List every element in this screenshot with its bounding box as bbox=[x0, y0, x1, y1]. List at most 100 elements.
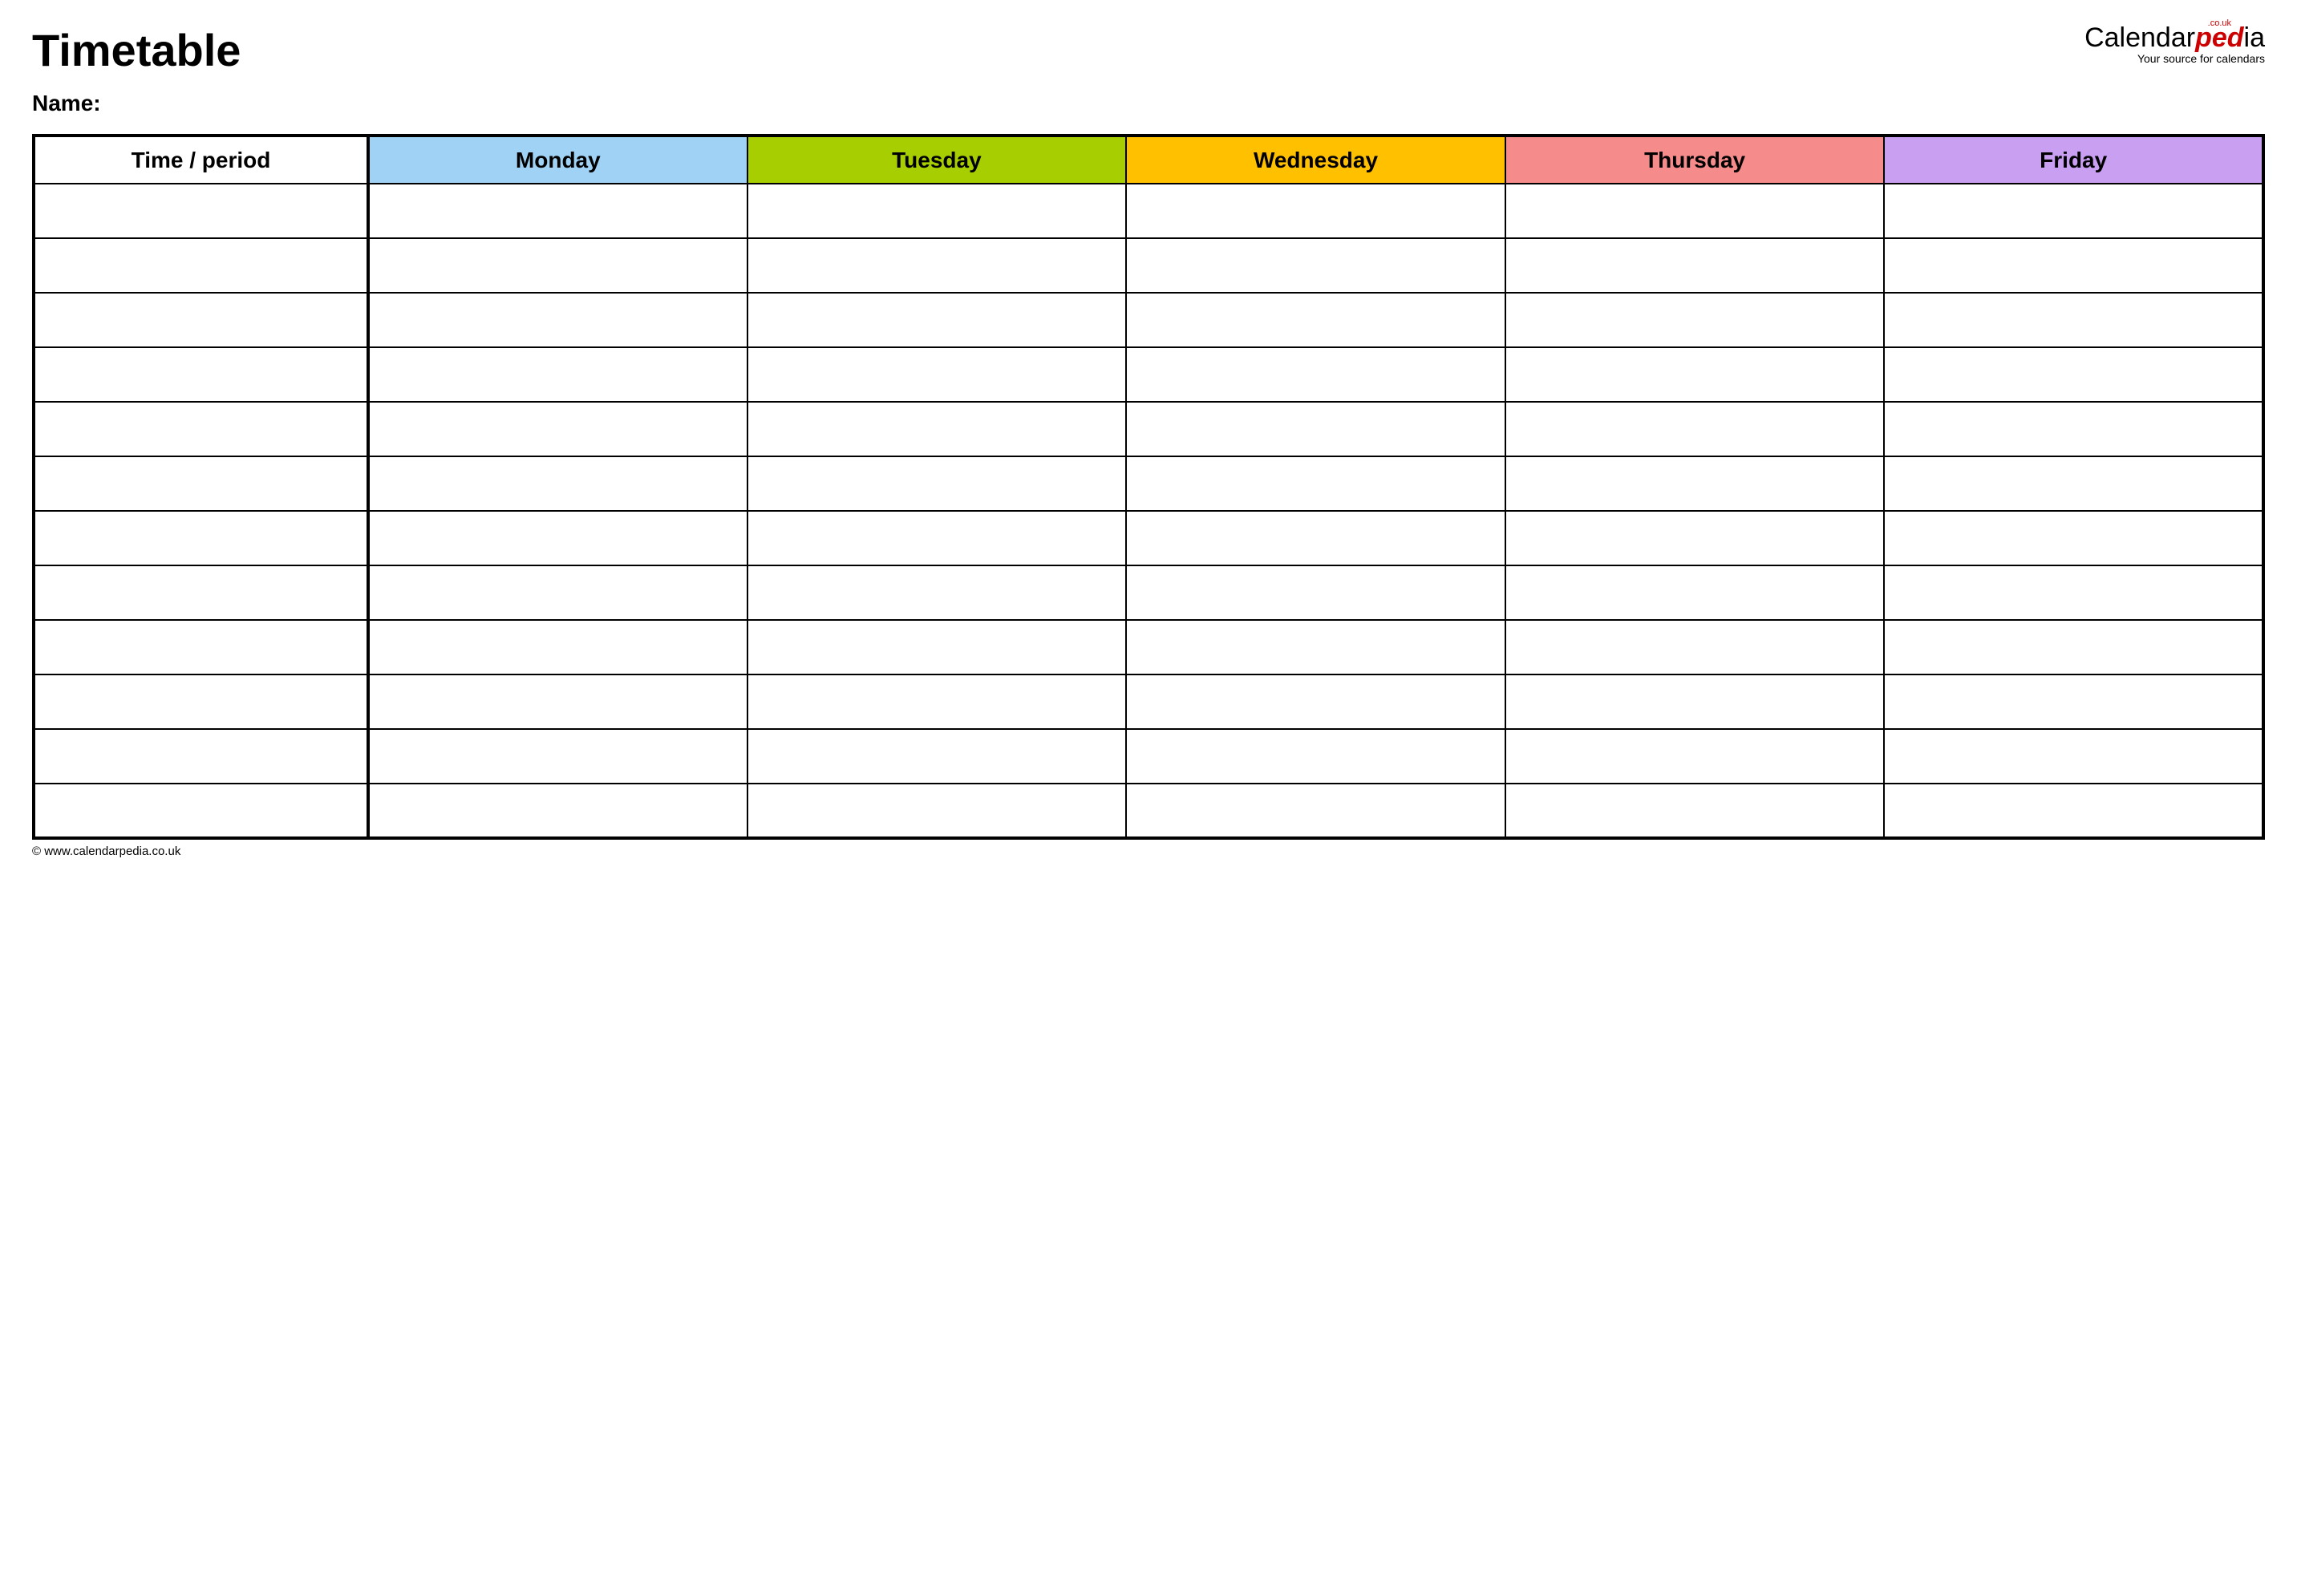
table-row bbox=[34, 784, 2263, 838]
entry-cell bbox=[1884, 729, 2263, 784]
col-header-thursday: Thursday bbox=[1505, 136, 1885, 184]
table-row bbox=[34, 620, 2263, 674]
time-cell bbox=[34, 729, 368, 784]
col-header-monday: Monday bbox=[368, 136, 747, 184]
entry-cell bbox=[1126, 784, 1505, 838]
entry-cell bbox=[747, 402, 1127, 456]
timetable-header-row: Time / period Monday Tuesday Wednesday T… bbox=[34, 136, 2263, 184]
logo-text-part1: Calendar bbox=[2084, 22, 2195, 53]
time-cell bbox=[34, 620, 368, 674]
entry-cell bbox=[368, 184, 747, 238]
entry-cell bbox=[1884, 620, 2263, 674]
time-cell bbox=[34, 184, 368, 238]
entry-cell bbox=[747, 456, 1127, 511]
col-header-tuesday: Tuesday bbox=[747, 136, 1127, 184]
time-cell bbox=[34, 293, 368, 347]
time-cell bbox=[34, 238, 368, 293]
copyright-footer: © www.calendarpedia.co.uk bbox=[32, 845, 2265, 858]
entry-cell bbox=[1505, 184, 1885, 238]
entry-cell bbox=[368, 293, 747, 347]
page-title: Timetable bbox=[32, 24, 241, 76]
table-row bbox=[34, 565, 2263, 620]
time-cell bbox=[34, 784, 368, 838]
entry-cell bbox=[1884, 565, 2263, 620]
entry-cell bbox=[368, 784, 747, 838]
table-row bbox=[34, 293, 2263, 347]
entry-cell bbox=[1126, 402, 1505, 456]
entry-cell bbox=[1126, 565, 1505, 620]
entry-cell bbox=[368, 511, 747, 565]
entry-cell bbox=[1505, 347, 1885, 402]
col-header-friday: Friday bbox=[1884, 136, 2263, 184]
entry-cell bbox=[1884, 456, 2263, 511]
entry-cell bbox=[1505, 456, 1885, 511]
entry-cell bbox=[368, 620, 747, 674]
entry-cell bbox=[1505, 729, 1885, 784]
table-row bbox=[34, 238, 2263, 293]
entry-cell bbox=[368, 565, 747, 620]
entry-cell bbox=[747, 674, 1127, 729]
entry-cell bbox=[747, 184, 1127, 238]
time-cell bbox=[34, 456, 368, 511]
entry-cell bbox=[747, 784, 1127, 838]
entry-cell bbox=[1505, 784, 1885, 838]
entry-cell bbox=[1126, 184, 1505, 238]
entry-cell bbox=[368, 456, 747, 511]
logo-tagline: Your source for calendars bbox=[2084, 53, 2265, 64]
entry-cell bbox=[1884, 293, 2263, 347]
time-cell bbox=[34, 347, 368, 402]
entry-cell bbox=[1505, 565, 1885, 620]
entry-cell bbox=[747, 511, 1127, 565]
entry-cell bbox=[368, 347, 747, 402]
entry-cell bbox=[368, 674, 747, 729]
entry-cell bbox=[1505, 620, 1885, 674]
entry-cell bbox=[1126, 620, 1505, 674]
entry-cell bbox=[1126, 238, 1505, 293]
entry-cell bbox=[1884, 784, 2263, 838]
entry-cell bbox=[1505, 511, 1885, 565]
entry-cell bbox=[1884, 238, 2263, 293]
time-cell bbox=[34, 674, 368, 729]
name-label: Name: bbox=[32, 91, 2265, 116]
entry-cell bbox=[1126, 456, 1505, 511]
entry-cell bbox=[747, 347, 1127, 402]
table-row bbox=[34, 511, 2263, 565]
entry-cell bbox=[1884, 511, 2263, 565]
timetable-body bbox=[34, 184, 2263, 838]
entry-cell bbox=[368, 729, 747, 784]
entry-cell bbox=[1884, 674, 2263, 729]
time-cell bbox=[34, 511, 368, 565]
col-header-time: Time / period bbox=[34, 136, 368, 184]
entry-cell bbox=[747, 620, 1127, 674]
entry-cell bbox=[1126, 293, 1505, 347]
entry-cell bbox=[747, 729, 1127, 784]
table-row bbox=[34, 729, 2263, 784]
table-row bbox=[34, 402, 2263, 456]
entry-cell bbox=[1126, 729, 1505, 784]
table-row bbox=[34, 674, 2263, 729]
logo-couk: .co.uk bbox=[2208, 19, 2231, 28]
entry-cell bbox=[1884, 402, 2263, 456]
entry-cell bbox=[1505, 293, 1885, 347]
entry-cell bbox=[1884, 347, 2263, 402]
entry-cell bbox=[1884, 184, 2263, 238]
entry-cell bbox=[1126, 511, 1505, 565]
table-row bbox=[34, 184, 2263, 238]
col-header-wednesday: Wednesday bbox=[1126, 136, 1505, 184]
entry-cell bbox=[747, 565, 1127, 620]
entry-cell bbox=[1126, 674, 1505, 729]
logo-text-part3: ia bbox=[2244, 22, 2265, 53]
entry-cell bbox=[1505, 238, 1885, 293]
entry-cell bbox=[1505, 674, 1885, 729]
entry-cell bbox=[368, 238, 747, 293]
brand-logo: Calendarpedia .co.uk Your source for cal… bbox=[2084, 24, 2265, 64]
entry-cell bbox=[1505, 402, 1885, 456]
time-cell bbox=[34, 402, 368, 456]
entry-cell bbox=[747, 238, 1127, 293]
table-row bbox=[34, 456, 2263, 511]
time-cell bbox=[34, 565, 368, 620]
entry-cell bbox=[368, 402, 747, 456]
timetable: Time / period Monday Tuesday Wednesday T… bbox=[32, 134, 2265, 840]
entry-cell bbox=[1126, 347, 1505, 402]
entry-cell bbox=[747, 293, 1127, 347]
